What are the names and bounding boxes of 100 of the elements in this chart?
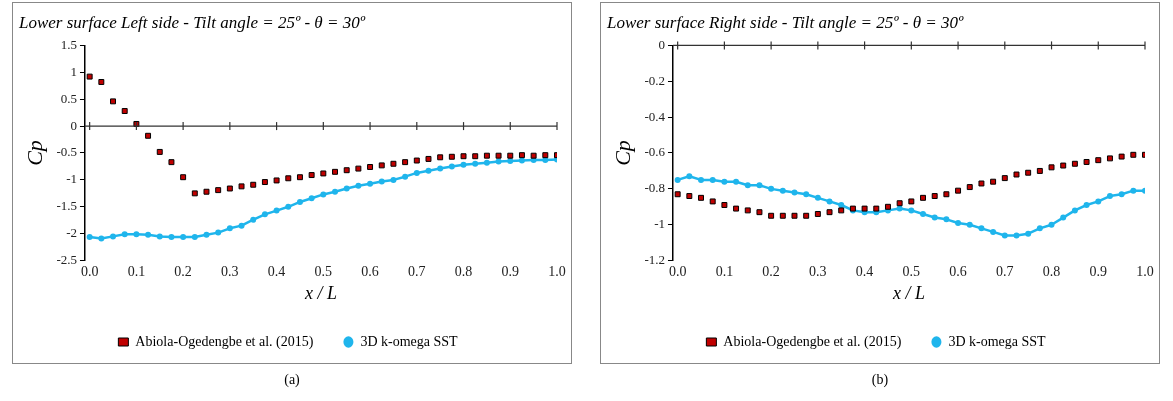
legend-label: Abiola-Ogedengbe et al. (2015) [135, 333, 314, 350]
point [390, 176, 397, 183]
point [744, 182, 751, 189]
x-tick-label: 0.3 [809, 263, 827, 279]
point [709, 176, 716, 183]
point [768, 185, 775, 192]
point [674, 191, 681, 198]
point [1048, 221, 1055, 228]
point [402, 159, 409, 166]
point [215, 187, 222, 194]
point [1095, 198, 1102, 205]
point [826, 209, 833, 216]
y-tick-label: 1.5 [60, 36, 77, 52]
point [308, 195, 315, 202]
point [425, 155, 432, 162]
point [448, 153, 455, 160]
x-tick-label: 0.0 [80, 263, 99, 279]
x-axis-title: x / L [303, 282, 337, 303]
y-tick-label: 0.5 [60, 90, 77, 106]
point [920, 194, 926, 201]
y-axis-title: Cp [21, 140, 47, 166]
point [296, 174, 303, 181]
point [978, 180, 985, 187]
point [98, 79, 105, 85]
y-tick-label: -0.8 [644, 180, 665, 196]
x-axis-title: x / L [891, 282, 925, 303]
point [425, 167, 432, 174]
point [721, 178, 728, 185]
point [990, 228, 997, 235]
point [955, 187, 962, 194]
point [920, 210, 927, 217]
point [733, 178, 740, 185]
point [1036, 225, 1043, 232]
point [733, 205, 740, 212]
point [507, 158, 514, 165]
legend-label: Abiola-Ogedengbe et al. (2015) [723, 333, 902, 350]
point [803, 212, 810, 219]
point [686, 173, 693, 180]
x-tick-label: 0.5 [902, 263, 921, 279]
point [1095, 157, 1102, 164]
point [273, 207, 280, 214]
x-tick-label: 0.8 [1042, 263, 1061, 279]
point [367, 164, 374, 170]
x-tick-label: 0.6 [949, 263, 967, 279]
x-tick-label: 0.4 [267, 263, 286, 279]
point [1071, 160, 1078, 167]
point [873, 205, 880, 212]
point [518, 157, 525, 164]
point [273, 177, 280, 184]
point [437, 154, 444, 161]
x-tick-label: 0.9 [501, 263, 520, 279]
point [896, 205, 903, 212]
point [931, 193, 938, 200]
point [168, 159, 175, 166]
x-tick-label: 1.0 [1136, 263, 1154, 279]
point [698, 194, 704, 201]
point [542, 152, 549, 159]
point [861, 205, 868, 212]
legend-label: 3D k-omega SST [948, 333, 1047, 349]
point [378, 178, 385, 185]
point [826, 198, 833, 205]
point [1025, 169, 1032, 176]
point [483, 159, 490, 166]
point [721, 202, 728, 208]
point [1048, 164, 1055, 171]
point [460, 161, 467, 168]
point [203, 231, 210, 238]
x-tick-label: 0.1 [127, 263, 146, 279]
point [413, 169, 420, 176]
x-tick-label: 0.5 [314, 263, 333, 279]
point [472, 153, 479, 160]
point [261, 211, 268, 218]
point [686, 193, 693, 200]
point [332, 188, 339, 195]
point [530, 152, 537, 159]
point [413, 157, 420, 164]
point [145, 132, 152, 139]
point [261, 179, 268, 186]
point [285, 175, 292, 182]
point [367, 180, 374, 187]
point [896, 200, 903, 207]
point [943, 216, 950, 223]
x-tick-label: 1.0 [548, 263, 566, 279]
point [320, 170, 327, 177]
x-tick-label: 0.8 [454, 263, 473, 279]
y-tick-label: 0 [658, 36, 665, 52]
y-tick-label: -0.6 [644, 144, 666, 160]
point [838, 202, 845, 209]
point [86, 73, 93, 80]
point [332, 168, 338, 175]
point [472, 160, 479, 167]
y-tick-label: 1 [70, 63, 77, 79]
y-tick-label: -1 [654, 216, 665, 232]
y-tick-label: -1.5 [56, 198, 77, 214]
chart-title: Lower surface Right side - Tilt angle = 25º - θ = 30º [606, 12, 965, 32]
point [803, 191, 810, 198]
point [343, 167, 350, 174]
x-tick-label: 0.9 [1089, 263, 1108, 279]
point [1083, 202, 1090, 209]
point [698, 176, 705, 183]
